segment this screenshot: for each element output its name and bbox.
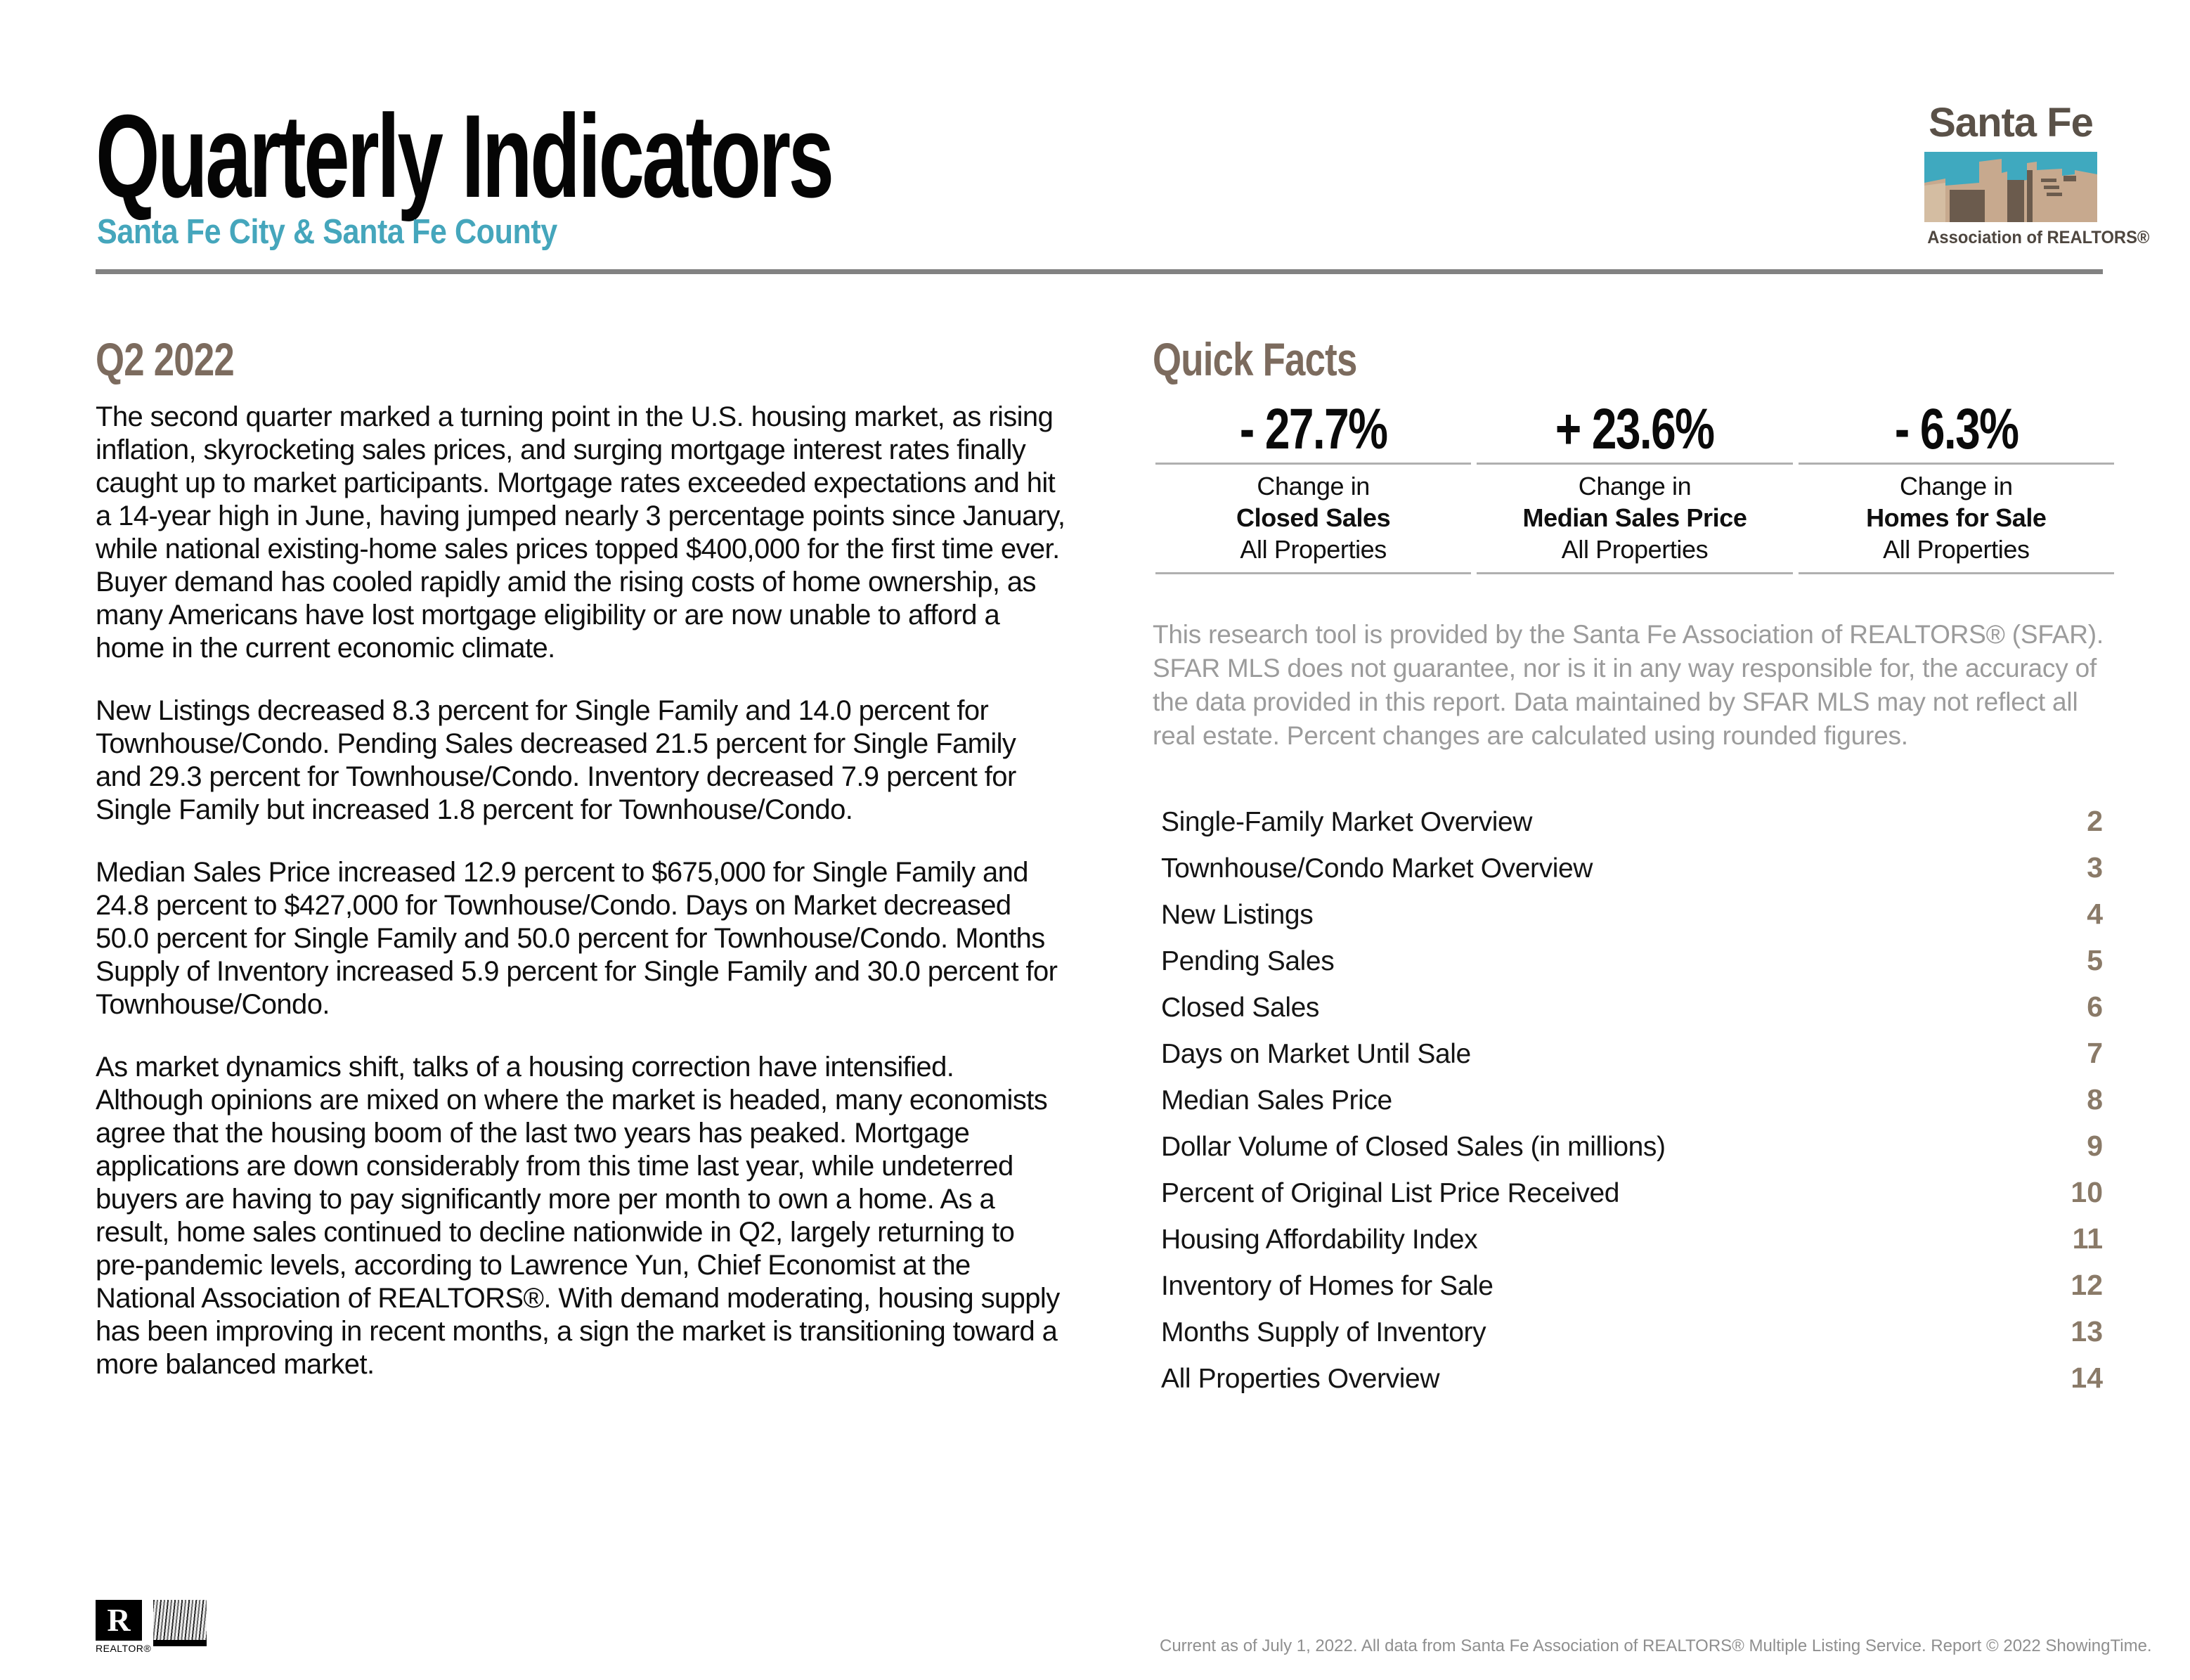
stat-scope-label: All Properties <box>1240 535 1387 564</box>
toc-item-label: Months Supply of Inventory <box>1161 1317 1486 1348</box>
page-title: Quarterly Indicators <box>96 90 834 222</box>
toc-item[interactable]: All Properties Overview 14 <box>1161 1355 2103 1401</box>
toc-item-page: 12 <box>2071 1269 2103 1301</box>
toc-item[interactable]: Pending Sales 5 <box>1161 937 2103 983</box>
toc-item-page: 11 <box>2072 1222 2103 1255</box>
realtor-logo-label: REALTOR® <box>96 1643 152 1654</box>
stat-change-label: Change in <box>1257 472 1370 500</box>
stat-labels: Change in Homes for Sale All Properties <box>1798 463 2114 574</box>
toc-item-page: 3 <box>2087 851 2103 884</box>
toc-item-page: 6 <box>2087 990 2103 1023</box>
toc-item-page: 4 <box>2087 898 2103 930</box>
stat-value: - 27.7% <box>1239 397 1388 461</box>
quick-facts-stats: - 27.7% Change in Closed Sales All Prope… <box>1153 401 2117 574</box>
quick-fact-stat: + 23.6% Change in Median Sales Price All… <box>1477 397 1793 574</box>
toc-item[interactable]: Inventory of Homes for Sale 12 <box>1161 1262 2103 1308</box>
toc-item-page: 14 <box>2071 1362 2103 1394</box>
toc-item[interactable]: Months Supply of Inventory 13 <box>1161 1308 2103 1355</box>
toc-item[interactable]: Single-Family Market Overview 2 <box>1161 798 2103 844</box>
stat-labels: Change in Closed Sales All Properties <box>1155 463 1472 574</box>
toc-item-label: New Listings <box>1161 900 1314 930</box>
stat-metric-label: Homes for Sale <box>1866 503 2047 532</box>
toc-item-page: 5 <box>2087 944 2103 976</box>
toc-item-page: 13 <box>2071 1315 2103 1348</box>
toc-item-label: Housing Affordability Index <box>1161 1225 1478 1255</box>
narrative-paragraph: As market dynamics shift, talks of a hou… <box>96 1052 1060 1380</box>
footer-credit-text: Current as of July 1, 2022. All data fro… <box>1160 1636 2152 1655</box>
toc-item[interactable]: Closed Sales 6 <box>1161 983 2103 1030</box>
toc-item-label: All Properties Overview <box>1161 1364 1440 1394</box>
narrative-paragraph: The second quarter marked a turning poin… <box>96 401 1065 664</box>
quick-facts-heading: Quick Facts <box>1153 333 1357 385</box>
toc-item[interactable]: New Listings 4 <box>1161 891 2103 937</box>
toc-item-label: Closed Sales <box>1161 993 1319 1023</box>
stat-metric-label: Closed Sales <box>1236 503 1391 532</box>
stat-labels: Change in Median Sales Price All Propert… <box>1477 463 1793 574</box>
toc-item[interactable]: Townhouse/Condo Market Overview 3 <box>1161 844 2103 891</box>
header-divider <box>96 269 2103 274</box>
quick-facts-column: Quick Facts - 27.7% Change in Closed Sal… <box>1153 336 2117 1401</box>
toc-item[interactable]: Dollar Volume of Closed Sales (in millio… <box>1161 1123 2103 1169</box>
toc-item-label: Townhouse/Condo Market Overview <box>1161 853 1593 884</box>
toc-item-label: Inventory of Homes for Sale <box>1161 1271 1494 1301</box>
narrative-paragraph: Median Sales Price increased 12.9 percen… <box>96 857 1058 1020</box>
narrative-text: The second quarter marked a turning poin… <box>96 401 1065 1381</box>
santa-fe-logo-association: Association of REALTORS® <box>1927 228 2150 247</box>
toc-item[interactable]: Percent of Original List Price Received … <box>1161 1169 2103 1215</box>
toc-item-label: Days on Market Until Sale <box>1161 1039 1471 1069</box>
stat-scope-label: All Properties <box>1883 535 2030 564</box>
toc-item-label: Median Sales Price <box>1161 1085 1392 1116</box>
toc-item-page: 10 <box>2071 1176 2103 1208</box>
stat-metric-label: Median Sales Price <box>1522 503 1747 532</box>
halftone-image-icon <box>153 1600 207 1646</box>
disclaimer-text: This research tool is provided by the Sa… <box>1153 620 2104 750</box>
toc-item-label: Percent of Original List Price Received <box>1161 1178 1620 1208</box>
toc-item-page: 2 <box>2087 805 2103 837</box>
stat-value: - 6.3% <box>1894 397 2019 461</box>
narrative-paragraph: New Listings decreased 8.3 percent for S… <box>96 695 1016 825</box>
narrative-column: Q2 2022 The second quarter marked a turn… <box>96 336 1065 1411</box>
page-subtitle: Santa Fe City & Santa Fe County <box>97 213 557 251</box>
santa-fe-logo: Santa Fe Association of REALTORS® <box>1923 100 2150 248</box>
toc-item-label: Single-Family Market Overview <box>1161 807 1533 837</box>
toc-item-label: Pending Sales <box>1161 946 1335 976</box>
toc-item-page: 7 <box>2087 1037 2103 1069</box>
footer-brandmarks: R REALTOR® <box>96 1600 207 1654</box>
realtor-r-icon: R <box>96 1600 142 1641</box>
santa-fe-logo-name: Santa Fe <box>1929 100 2094 146</box>
quick-fact-stat: - 6.3% Change in Homes for Sale All Prop… <box>1798 397 2114 574</box>
toc-item-page: 8 <box>2087 1083 2103 1116</box>
toc-item[interactable]: Days on Market Until Sale 7 <box>1161 1030 2103 1076</box>
toc-item-label: Dollar Volume of Closed Sales (in millio… <box>1161 1132 1666 1162</box>
stat-change-label: Change in <box>1578 472 1692 500</box>
toc-item-page: 9 <box>2087 1130 2103 1162</box>
quick-fact-stat: - 27.7% Change in Closed Sales All Prope… <box>1155 397 1472 574</box>
realtor-logo: R REALTOR® <box>96 1600 152 1654</box>
quarter-heading: Q2 2022 <box>96 333 235 385</box>
stat-change-label: Change in <box>1900 472 2013 500</box>
toc-item[interactable]: Median Sales Price 8 <box>1161 1076 2103 1123</box>
stat-scope-label: All Properties <box>1561 535 1709 564</box>
stat-value: + 23.6% <box>1555 397 1715 461</box>
santa-fe-logo-image <box>1924 152 2097 222</box>
toc-item[interactable]: Housing Affordability Index 11 <box>1161 1215 2103 1262</box>
table-of-contents: Single-Family Market Overview 2 Townhous… <box>1153 798 2117 1401</box>
